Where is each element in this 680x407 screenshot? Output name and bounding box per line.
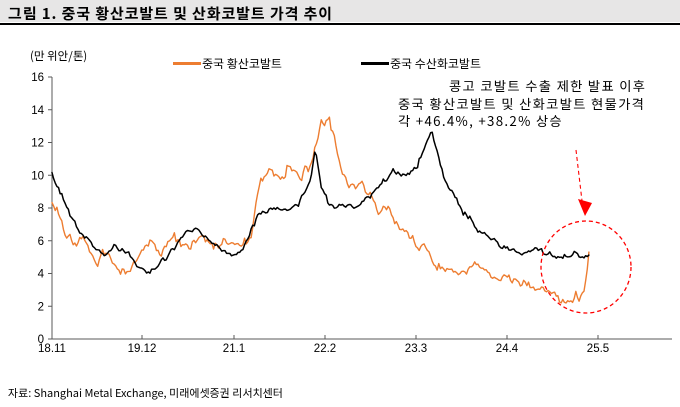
svg-text:22.2: 22.2 [314,343,336,355]
svg-text:10: 10 [31,170,44,182]
svg-text:25.5: 25.5 [587,343,609,355]
svg-text:16: 16 [31,72,44,84]
svg-text:8: 8 [38,203,44,215]
svg-text:14: 14 [31,105,44,117]
svg-text:24.4: 24.4 [496,343,519,355]
svg-text:21.1: 21.1 [223,343,245,355]
svg-text:18.11: 18.11 [38,343,66,355]
svg-text:4: 4 [38,269,45,281]
svg-text:12: 12 [31,138,44,150]
svg-text:6: 6 [38,236,44,248]
svg-text:23.3: 23.3 [405,343,427,355]
svg-text:2: 2 [38,301,44,313]
svg-text:19.12: 19.12 [128,343,157,355]
